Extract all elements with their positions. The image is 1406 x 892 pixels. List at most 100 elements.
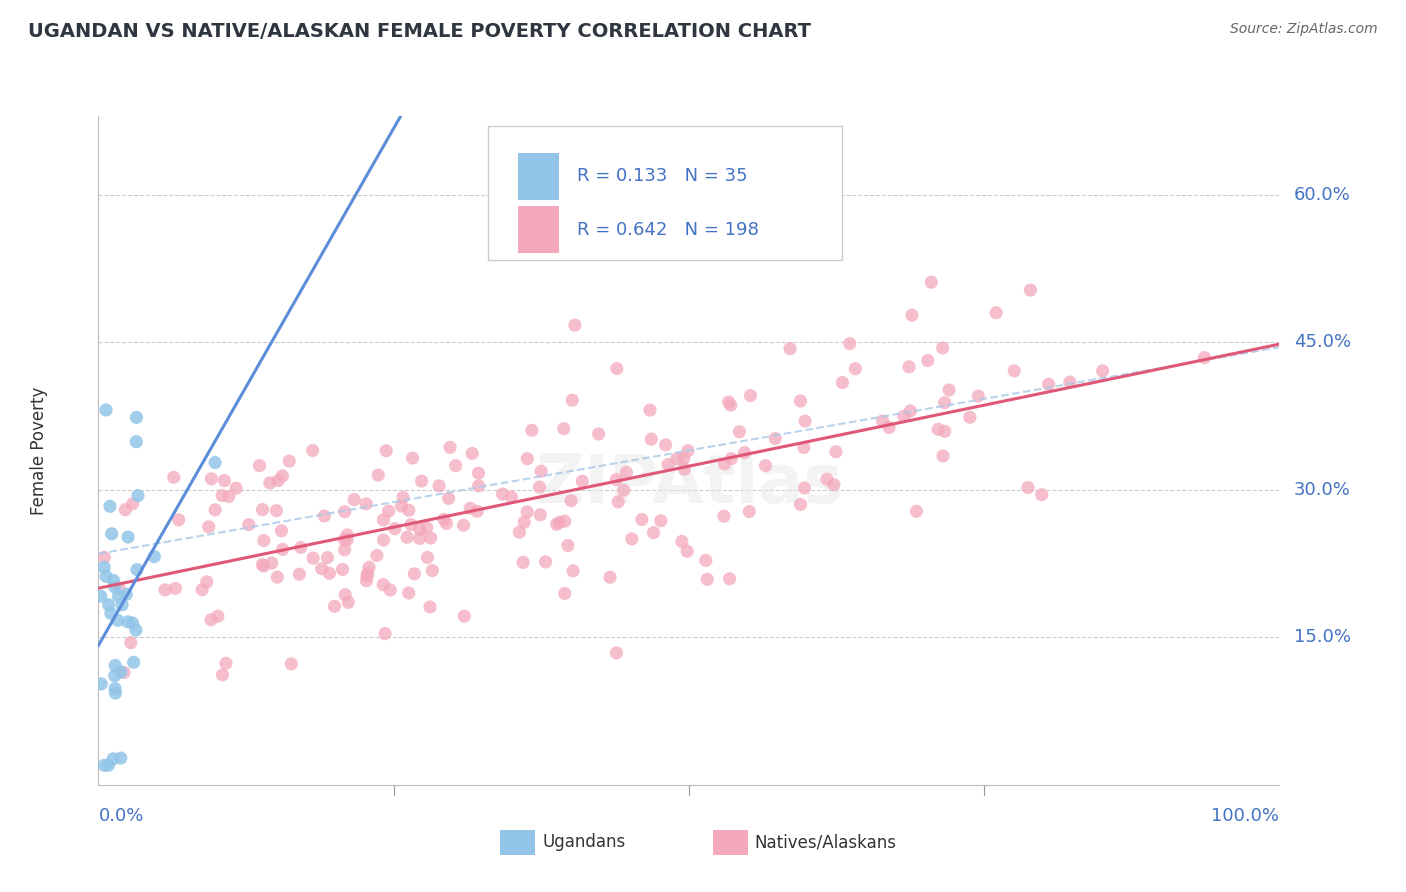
Point xyxy=(461,446,484,460)
Point xyxy=(605,473,627,487)
Point xyxy=(333,533,356,547)
Point xyxy=(121,497,143,511)
Point xyxy=(110,751,132,765)
Point xyxy=(546,517,568,532)
Point xyxy=(467,479,489,493)
Point xyxy=(823,477,845,491)
Point xyxy=(491,487,513,501)
Point xyxy=(932,449,955,463)
Point xyxy=(249,458,271,473)
Point xyxy=(467,466,489,480)
Point xyxy=(631,512,654,526)
Point xyxy=(718,572,741,586)
Point xyxy=(266,570,288,584)
Point xyxy=(117,615,139,629)
Point xyxy=(872,414,894,428)
Point xyxy=(927,422,949,436)
Point xyxy=(373,513,395,527)
Point xyxy=(789,498,811,512)
Point xyxy=(114,502,136,516)
Point xyxy=(108,581,131,595)
Point xyxy=(389,499,412,513)
Point xyxy=(720,451,742,466)
Point xyxy=(204,503,226,517)
Point xyxy=(253,533,276,548)
Point xyxy=(104,580,127,594)
Point xyxy=(763,432,786,446)
Point xyxy=(1038,377,1060,392)
Point xyxy=(375,443,398,458)
Point xyxy=(893,409,915,424)
Point xyxy=(167,513,190,527)
Point xyxy=(408,532,430,546)
Point xyxy=(110,665,132,679)
Point xyxy=(427,479,450,493)
Point xyxy=(356,574,378,588)
Text: Ugandans: Ugandans xyxy=(543,833,626,851)
Point xyxy=(125,563,148,577)
Point xyxy=(271,542,294,557)
Point xyxy=(676,544,699,558)
Point xyxy=(548,516,571,530)
Point xyxy=(934,395,956,409)
Point xyxy=(419,531,441,545)
Point xyxy=(200,472,222,486)
Text: 100.0%: 100.0% xyxy=(1212,807,1279,825)
Point xyxy=(643,525,665,540)
Point xyxy=(337,595,360,609)
Point xyxy=(695,553,717,567)
Point xyxy=(93,758,115,772)
Text: R = 0.133   N = 35: R = 0.133 N = 35 xyxy=(576,167,748,186)
Point xyxy=(266,504,288,518)
Point xyxy=(844,361,866,376)
Point xyxy=(959,410,981,425)
Text: Female Poverty: Female Poverty xyxy=(31,386,48,515)
Point xyxy=(125,434,148,449)
Point xyxy=(103,574,125,588)
Point xyxy=(638,403,661,417)
Point xyxy=(415,520,437,534)
Point xyxy=(127,489,149,503)
Point xyxy=(530,464,553,478)
Point xyxy=(90,677,112,691)
Point xyxy=(271,469,294,483)
Point xyxy=(399,517,422,532)
Point xyxy=(439,441,461,455)
Point xyxy=(197,520,219,534)
Point xyxy=(120,635,142,649)
Point xyxy=(357,560,380,574)
Point xyxy=(501,490,523,504)
Point xyxy=(100,526,122,541)
Point xyxy=(115,587,138,601)
Point xyxy=(516,451,538,466)
Point xyxy=(392,491,415,505)
Point xyxy=(104,681,127,696)
Point xyxy=(366,549,388,563)
Point xyxy=(554,514,576,528)
Point xyxy=(720,398,742,412)
Point xyxy=(754,458,776,473)
Point xyxy=(789,394,811,409)
Point xyxy=(200,613,222,627)
Point xyxy=(560,493,582,508)
Point xyxy=(323,599,346,614)
FancyBboxPatch shape xyxy=(517,206,560,253)
Point xyxy=(122,655,145,669)
Point xyxy=(94,403,117,417)
Point xyxy=(529,480,551,494)
Point xyxy=(654,438,676,452)
Point xyxy=(411,474,433,488)
Point xyxy=(253,559,276,574)
Point xyxy=(367,468,389,483)
Point xyxy=(125,623,148,637)
Point xyxy=(1194,351,1216,365)
Point xyxy=(260,556,283,570)
Text: 45.0%: 45.0% xyxy=(1294,334,1351,351)
Point xyxy=(513,515,536,529)
Point xyxy=(215,657,238,671)
Point xyxy=(288,567,311,582)
Point xyxy=(270,524,292,538)
Point xyxy=(165,582,187,596)
Point xyxy=(713,457,735,471)
Text: 60.0%: 60.0% xyxy=(1294,186,1350,203)
